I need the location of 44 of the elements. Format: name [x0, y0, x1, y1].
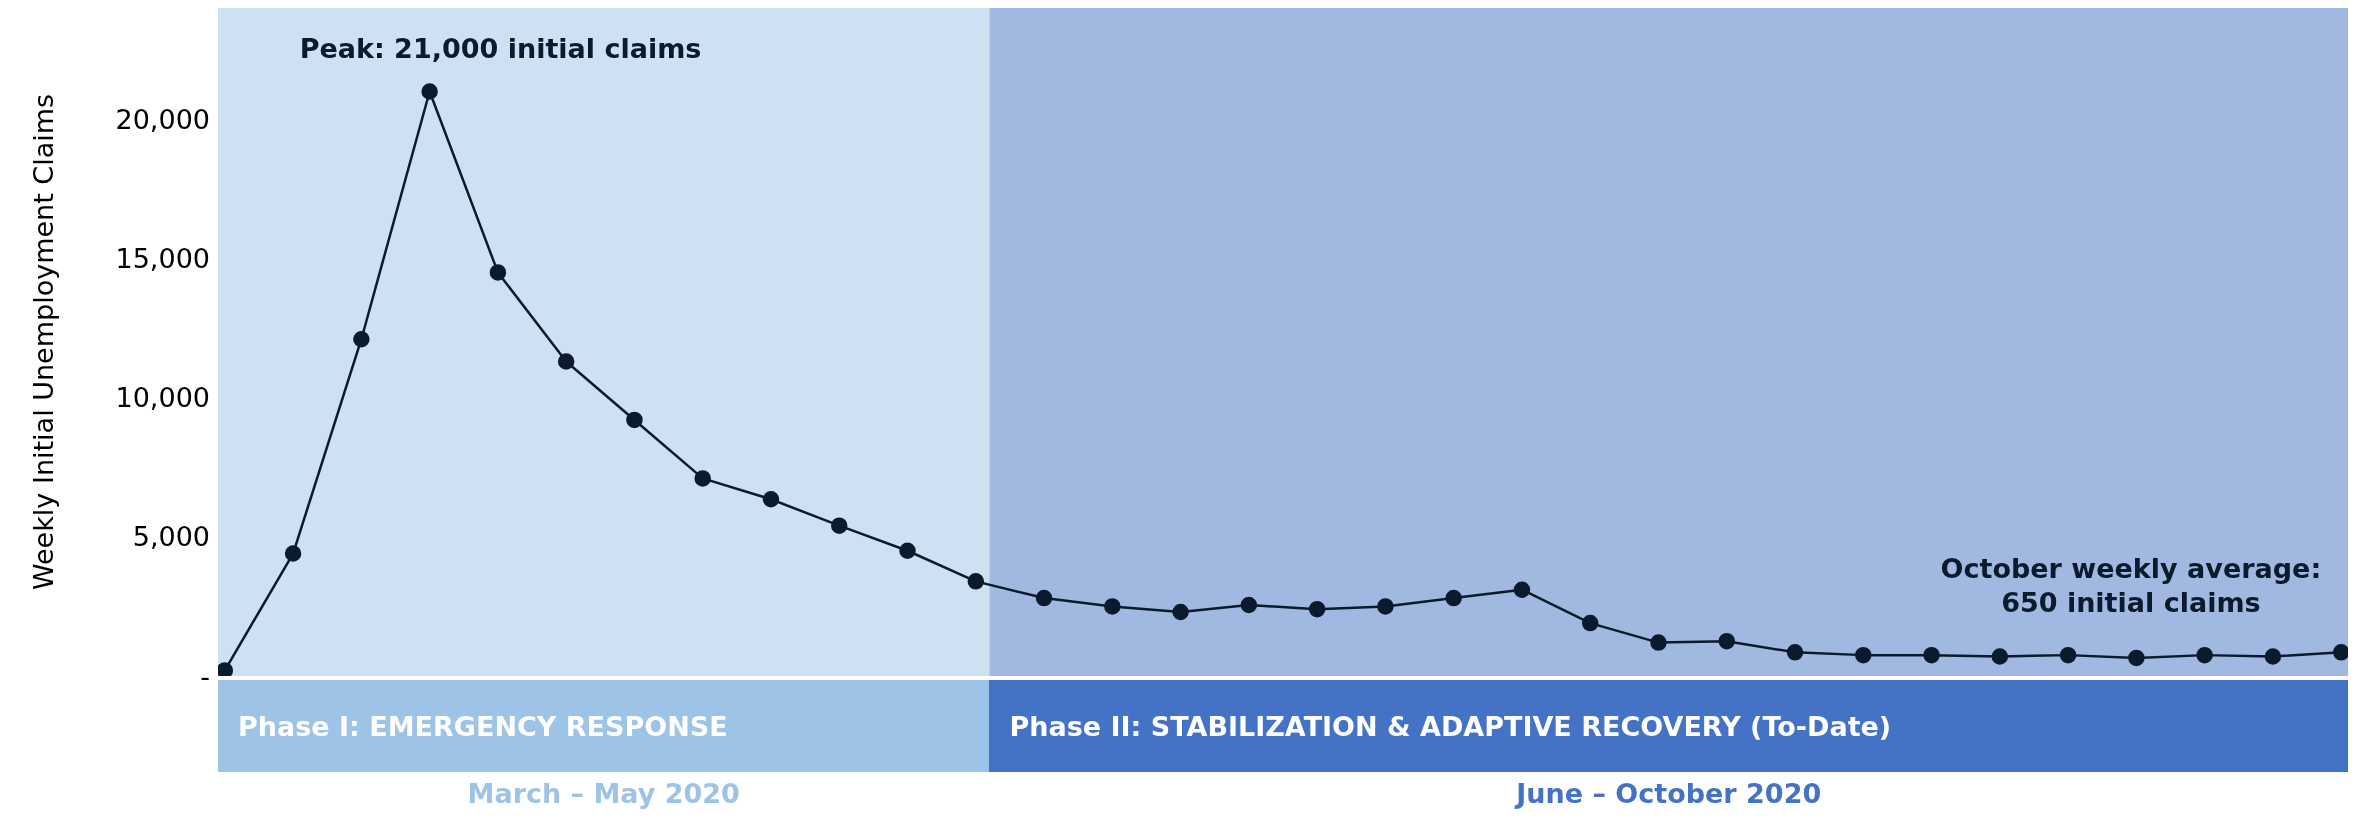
point [1445, 589, 1462, 607]
point [694, 470, 711, 487]
point [1172, 603, 1189, 621]
point [1855, 646, 1872, 664]
point [1581, 614, 1599, 632]
point [762, 491, 780, 508]
point [2332, 644, 2348, 661]
point [2128, 649, 2145, 667]
point [284, 545, 302, 562]
y-tick-label: 20,000 [115, 103, 210, 135]
point [1377, 598, 1394, 615]
point [1104, 598, 1121, 615]
point [831, 517, 848, 534]
point [1923, 646, 1940, 664]
point [899, 542, 916, 559]
y-tick-label: - [200, 660, 210, 692]
point [967, 573, 985, 590]
point [2059, 646, 2077, 664]
point [1035, 589, 1053, 607]
annotation: October weekly average: 650 initial claims [1940, 552, 2322, 621]
point [1308, 600, 1326, 618]
point [1991, 648, 2009, 665]
point [421, 83, 438, 100]
point [1718, 632, 1735, 650]
point [1513, 581, 1531, 598]
point [218, 662, 234, 676]
text: June – October 2020 [1513, 778, 1823, 809]
point [1786, 644, 1804, 661]
y-tick-label: 15,000 [115, 243, 210, 275]
point [2264, 648, 2282, 665]
text: Phase I: EMERGENCY RESPONSE [218, 680, 990, 772]
point [353, 330, 370, 348]
point [1240, 596, 1258, 614]
point [2196, 646, 2213, 664]
annotation: Peak: 21,000 initial claims [299, 31, 702, 66]
point [557, 353, 575, 370]
point [626, 411, 643, 429]
text: Phase II: STABILIZATION & ADAPTIVE RECOVERY (To-Date) [989, 680, 2348, 772]
y-axis-title: Weekly Initial Unemployment Claims [27, 93, 59, 591]
y-tick-label: 10,000 [115, 382, 210, 414]
text: March – May 2020 [466, 778, 741, 809]
point [489, 264, 507, 281]
point [1650, 634, 1667, 651]
y-tick-label: 5,000 [132, 521, 210, 553]
